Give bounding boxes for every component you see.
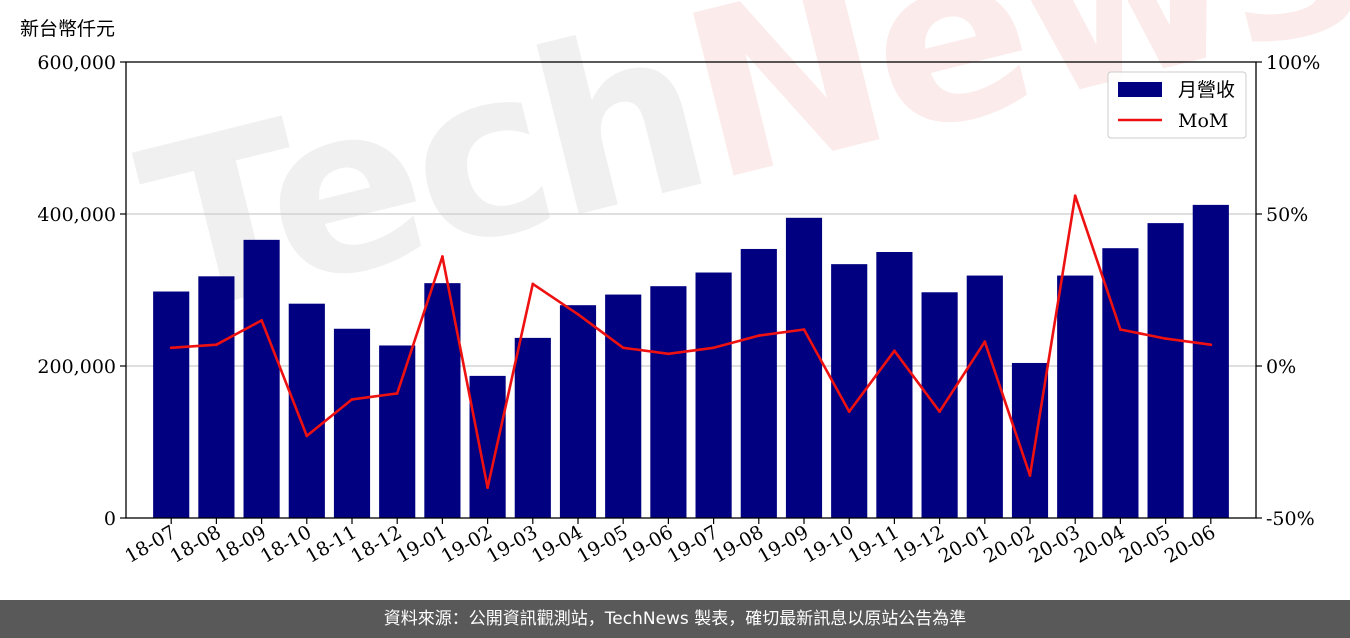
x-tick-label: 19-08 bbox=[709, 521, 767, 567]
bar-18-07 bbox=[153, 291, 190, 518]
x-tick-label: 20-05 bbox=[1116, 521, 1174, 567]
legend-label-revenue: 月營收 bbox=[1178, 79, 1235, 101]
mom-point-19-02 bbox=[486, 486, 489, 489]
plot-frame bbox=[125, 61, 1257, 519]
left-tick-label: 200,000 bbox=[37, 356, 116, 378]
legend-swatch-bar bbox=[1118, 82, 1162, 97]
mom-point-20-03 bbox=[1073, 194, 1077, 198]
legend-label-mom: MoM bbox=[1178, 110, 1228, 132]
x-tick-label: 18-12 bbox=[347, 521, 405, 567]
source-footer: 資料來源：公開資訊觀測站，TechNews 製表，確切最新訊息以原站公告為準 bbox=[0, 600, 1350, 638]
bar-19-02 bbox=[469, 375, 506, 518]
mom-point-20-04 bbox=[1119, 328, 1122, 331]
mom-point-19-12 bbox=[938, 410, 941, 413]
x-tick-label: 19-03 bbox=[483, 521, 541, 567]
bar-19-04 bbox=[559, 305, 597, 518]
bar-19-11 bbox=[876, 252, 913, 518]
mom-point-19-04 bbox=[576, 312, 580, 316]
mom-point-20-02 bbox=[1028, 474, 1032, 477]
mom-point-18-09 bbox=[260, 319, 263, 322]
left-tick-label: 0 bbox=[104, 508, 116, 530]
mom-point-19-05 bbox=[621, 346, 625, 350]
x-tick-label: 19-01 bbox=[392, 521, 450, 567]
x-tick-label: 20-02 bbox=[980, 521, 1038, 567]
x-tick-label: 19-09 bbox=[754, 521, 812, 567]
x-tick-label: 20-01 bbox=[935, 521, 993, 567]
bar-18-08 bbox=[198, 276, 235, 518]
x-tick-label: 19-04 bbox=[528, 521, 586, 567]
bar-19-07 bbox=[695, 272, 732, 518]
bar-19-08 bbox=[740, 248, 777, 518]
mom-point-19-01 bbox=[441, 255, 444, 258]
bar-19-09 bbox=[785, 217, 823, 519]
x-tick-label: 20-04 bbox=[1070, 521, 1128, 567]
bar-20-03 bbox=[1057, 275, 1094, 518]
mom-point-18-08 bbox=[215, 343, 218, 347]
x-tick-label: 18-10 bbox=[257, 521, 315, 567]
bar-18-10 bbox=[288, 303, 325, 518]
bar-18-11 bbox=[333, 328, 371, 518]
x-tick-label: 20-03 bbox=[1025, 521, 1083, 567]
x-tick-label: 19-06 bbox=[618, 521, 676, 567]
bar-20-05 bbox=[1147, 223, 1184, 518]
left-tick-label: 600,000 bbox=[37, 52, 116, 74]
x-tick-label: 19-05 bbox=[573, 521, 631, 567]
mom-point-19-10 bbox=[847, 410, 851, 413]
mom-point-19-09 bbox=[802, 328, 806, 331]
bar-19-05 bbox=[605, 294, 642, 518]
bar-18-09 bbox=[243, 239, 280, 518]
x-tick-label: 18-07 bbox=[121, 521, 179, 567]
mom-point-19-03 bbox=[531, 282, 535, 286]
x-tick-label: 19-02 bbox=[438, 521, 496, 567]
mom-point-19-11 bbox=[893, 349, 896, 353]
bar-18-12 bbox=[379, 345, 416, 518]
bar-20-06 bbox=[1192, 204, 1229, 518]
mom-point-20-06 bbox=[1209, 343, 1213, 347]
right-tick-label: 50% bbox=[1266, 204, 1308, 226]
mom-point-18-11 bbox=[350, 398, 354, 401]
revenue-chart: 0 200,000 400,000 600,000 -50% 0% 50% 100% 18-07… bbox=[37, 52, 1320, 568]
bar-19-12 bbox=[921, 292, 958, 518]
left-axis-unit-label: 新台幣仟元 bbox=[20, 18, 116, 40]
right-tick-label: 100% bbox=[1266, 52, 1320, 74]
x-tick-label: 18-08 bbox=[166, 521, 224, 567]
x-tick-label: 19-07 bbox=[664, 521, 722, 567]
x-tick-label: 18-11 bbox=[302, 521, 360, 567]
left-tick-label: 400,000 bbox=[37, 204, 116, 226]
mom-line bbox=[171, 194, 1211, 489]
x-tick-label: 20-06 bbox=[1161, 521, 1219, 567]
right-tick-label: 0% bbox=[1266, 356, 1296, 378]
x-tick-label: 19-10 bbox=[799, 521, 857, 567]
bar-19-03 bbox=[514, 337, 551, 518]
x-tick-label: 18-09 bbox=[212, 521, 270, 567]
x-tick-label: 19-12 bbox=[890, 521, 948, 567]
mom-point-19-08 bbox=[757, 334, 761, 337]
right-tick-label: -50% bbox=[1266, 508, 1315, 530]
bar-19-06 bbox=[650, 286, 687, 518]
bar-20-01 bbox=[966, 275, 1003, 518]
x-tick-label: 19-11 bbox=[844, 521, 902, 567]
mom-point-20-01 bbox=[983, 340, 987, 344]
mom-point-18-12 bbox=[395, 391, 399, 395]
mom-point-19-07 bbox=[712, 346, 715, 350]
mom-point-19-06 bbox=[667, 352, 670, 356]
mom-point-20-05 bbox=[1164, 337, 1167, 341]
mom-point-18-10 bbox=[305, 434, 309, 438]
mom-point-18-07 bbox=[169, 346, 173, 350]
